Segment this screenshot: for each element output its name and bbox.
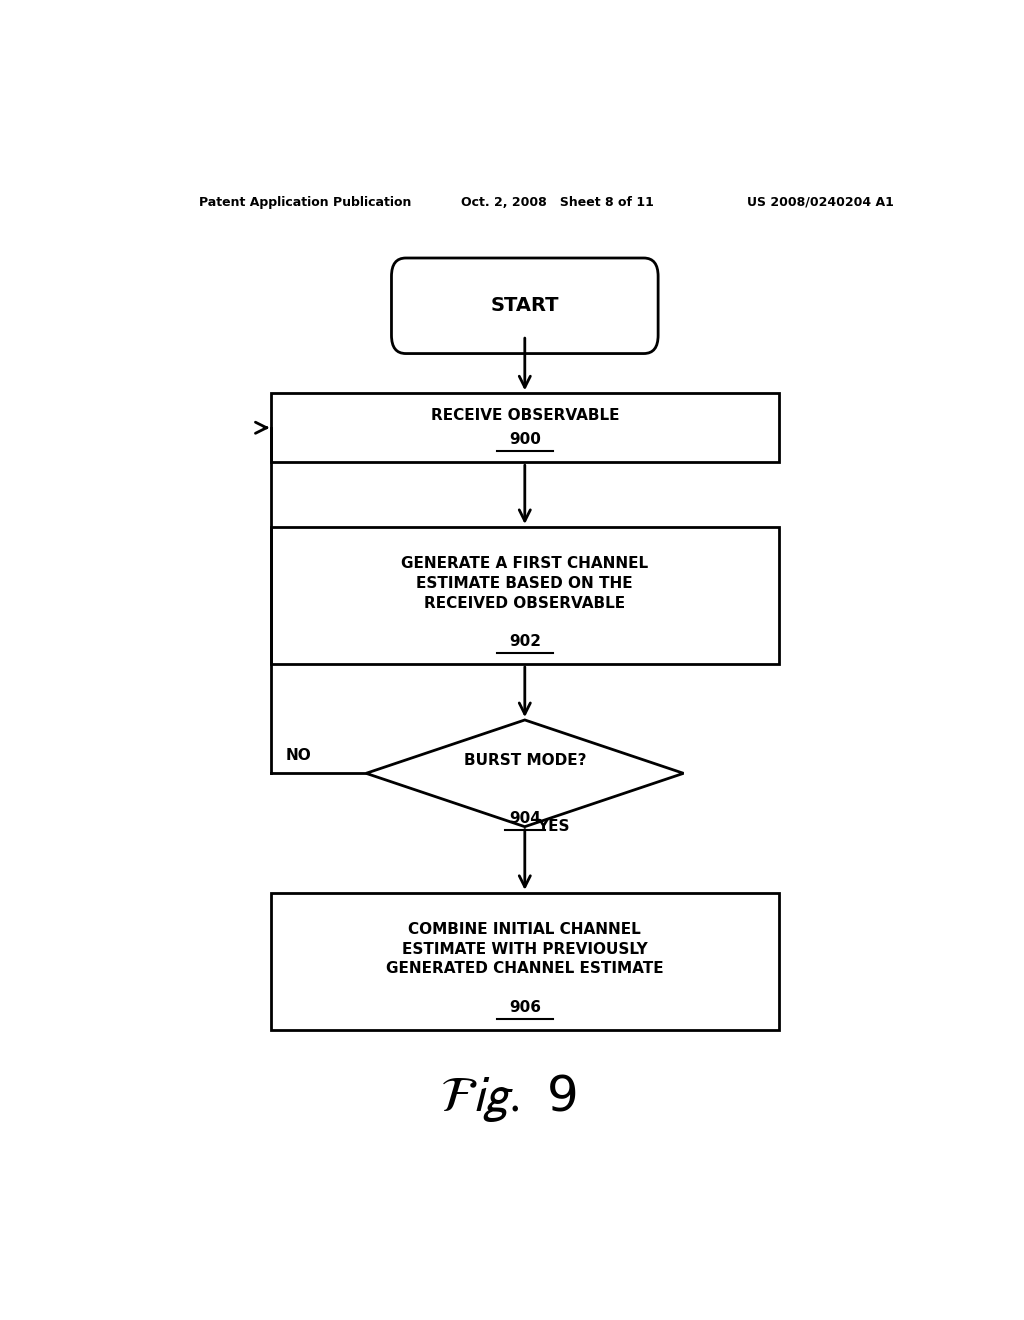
Text: BURST MODE?: BURST MODE? <box>464 752 586 768</box>
Text: COMBINE INITIAL CHANNEL
ESTIMATE WITH PREVIOUSLY
GENERATED CHANNEL ESTIMATE: COMBINE INITIAL CHANNEL ESTIMATE WITH PR… <box>386 921 664 977</box>
Text: 904: 904 <box>509 810 541 826</box>
Text: US 2008/0240204 A1: US 2008/0240204 A1 <box>748 195 894 209</box>
FancyBboxPatch shape <box>270 527 779 664</box>
Text: Patent Application Publication: Patent Application Publication <box>200 195 412 209</box>
Text: START: START <box>490 296 559 315</box>
Text: GENERATE A FIRST CHANNEL
ESTIMATE BASED ON THE
RECEIVED OBSERVABLE: GENERATE A FIRST CHANNEL ESTIMATE BASED … <box>401 556 648 611</box>
Text: RECEIVE OBSERVABLE: RECEIVE OBSERVABLE <box>430 408 620 422</box>
Text: 906: 906 <box>509 1001 541 1015</box>
Text: 900: 900 <box>509 433 541 447</box>
Polygon shape <box>367 719 684 826</box>
Text: NO: NO <box>286 747 311 763</box>
Text: Oct. 2, 2008   Sheet 8 of 11: Oct. 2, 2008 Sheet 8 of 11 <box>461 195 654 209</box>
FancyBboxPatch shape <box>391 257 658 354</box>
Text: 902: 902 <box>509 634 541 649</box>
Text: YES: YES <box>537 818 569 834</box>
Text: $\mathcal{Fig.}\ 9$: $\mathcal{Fig.}\ 9$ <box>440 1072 578 1123</box>
FancyBboxPatch shape <box>270 892 779 1030</box>
FancyBboxPatch shape <box>270 393 779 462</box>
